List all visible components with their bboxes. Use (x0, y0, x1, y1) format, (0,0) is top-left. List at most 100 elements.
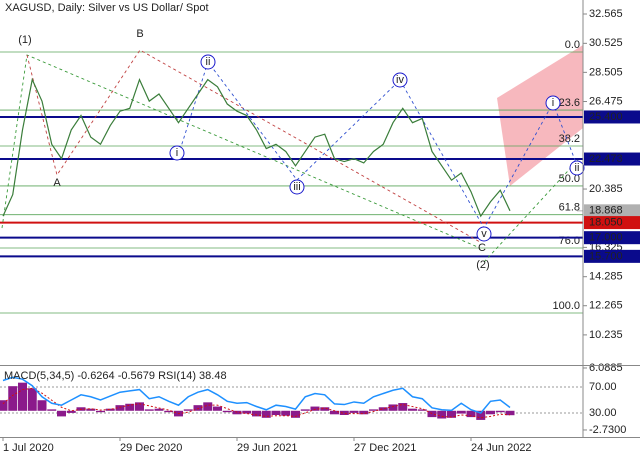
macd-bar (154, 408, 164, 411)
y-tick-label: 6.0885 (589, 362, 623, 374)
x-tick-label: 27 Dec 2021 (354, 442, 416, 454)
level-box (584, 231, 640, 245)
x-tick-label: 29 Jun 2021 (237, 442, 298, 454)
trend-line (26, 49, 481, 243)
macd-bar (281, 410, 291, 416)
macd-bar (135, 402, 144, 411)
macd-bar (37, 400, 47, 411)
macd-bar (0, 400, 8, 411)
macd-bar (203, 402, 213, 411)
macd-bar (486, 410, 495, 415)
level-box (584, 216, 640, 230)
wave-circle (200, 54, 216, 70)
level-box (584, 249, 640, 263)
macd-bar (388, 404, 398, 411)
y-tick-label: 26.475 (589, 95, 623, 107)
macd-bar (105, 408, 115, 411)
macd-bar (125, 403, 135, 411)
macd-bar (86, 408, 96, 411)
wave-label: i (176, 147, 178, 159)
forecast-zone (497, 45, 583, 186)
fib-label: 23.6 (559, 97, 580, 109)
wave-label: (2) (476, 259, 489, 271)
level-label: 25.400 (589, 111, 623, 123)
macd-bar (505, 410, 515, 416)
level-label: 22.473 (589, 153, 623, 165)
wave-circle (169, 145, 185, 161)
level-box (584, 152, 640, 166)
macd-bar (261, 410, 271, 418)
fib-label: 0.0 (565, 39, 580, 51)
y-tick-label: 20.385 (589, 183, 623, 195)
wave-label: v (481, 228, 487, 240)
macd-bar (144, 409, 154, 411)
macd-bar (300, 409, 310, 411)
wave-label: iv (396, 74, 404, 86)
macd-bar (57, 410, 66, 417)
price-line (2, 77, 511, 218)
macd-bar (408, 408, 417, 411)
macd-bar (359, 410, 369, 415)
macd-bar (417, 409, 427, 411)
y-tick-label: 12.265 (589, 300, 623, 312)
level-label: 18.050 (589, 216, 623, 228)
wave-label: ii (575, 162, 580, 174)
macd-bar (8, 386, 18, 411)
macd-bar (115, 405, 125, 411)
macd-bar (447, 410, 456, 418)
x-tick-label: 29 Dec 2020 (120, 442, 182, 454)
plot: 32.56530.52528.50526.47520.38516.32514.2… (0, 8, 640, 454)
trend-line (483, 159, 579, 263)
macd-bar (27, 388, 37, 411)
wave-circle (392, 72, 408, 88)
wave-circle (545, 95, 561, 111)
macd-bar (437, 410, 447, 419)
fib-label: 50.0 (559, 173, 580, 185)
wave-label: ii (206, 56, 211, 68)
macd-bar (66, 410, 76, 413)
y-tick-label: 10.235 (589, 329, 623, 341)
x-tick-label: 1 Jul 2020 (3, 442, 54, 454)
macd-bar (47, 409, 57, 411)
macd-bar (271, 410, 281, 415)
wave-label: A (53, 177, 61, 189)
macd-bar (349, 410, 359, 413)
fib-label: 100.0 (552, 300, 580, 312)
wave-circle (569, 160, 585, 176)
macd-bar (476, 410, 486, 420)
macd-bar (495, 410, 505, 413)
rsi-line (2, 376, 511, 414)
x-tick-label: 24 Jun 2022 (471, 442, 532, 454)
wave-circle (289, 179, 305, 195)
macd-bar (183, 409, 193, 411)
macd-bar (339, 410, 349, 415)
y-tick-label: 32.565 (589, 8, 623, 20)
y-tick-label: 28.505 (589, 66, 623, 78)
level-label: 15.700 (589, 250, 623, 262)
y2-tick-label: 70.00 (589, 381, 617, 393)
level-label: 17.000 (589, 232, 623, 244)
wave-label: B (136, 28, 143, 40)
wave-label: i (552, 97, 554, 109)
signal-line (2, 387, 511, 419)
macd-bar (252, 410, 261, 417)
macd-bar (466, 410, 476, 418)
y-tick-label: 30.525 (589, 37, 623, 49)
wave-label: (1) (18, 34, 31, 46)
macd-bar (320, 407, 330, 411)
macd-bar (310, 406, 320, 411)
macd-bar (330, 410, 339, 415)
level-label: 18.868 (589, 205, 623, 217)
wave-label: iii (293, 181, 300, 193)
indicator-title: MACD(5,34,5) -0.6264 -0.5679 RSI(14) 38.… (4, 370, 227, 382)
macd-bar (164, 410, 174, 413)
y-tick-label: -2.7300 (589, 424, 626, 436)
chart-title: XAGUSD, Daily: Silver vs US Dollar/ Spot (5, 2, 209, 14)
macd-bar (242, 410, 252, 414)
macd-bar (398, 403, 408, 411)
macd-bar (213, 406, 222, 411)
y-tick-label: 14.285 (589, 271, 623, 283)
macd-bar (18, 382, 27, 411)
